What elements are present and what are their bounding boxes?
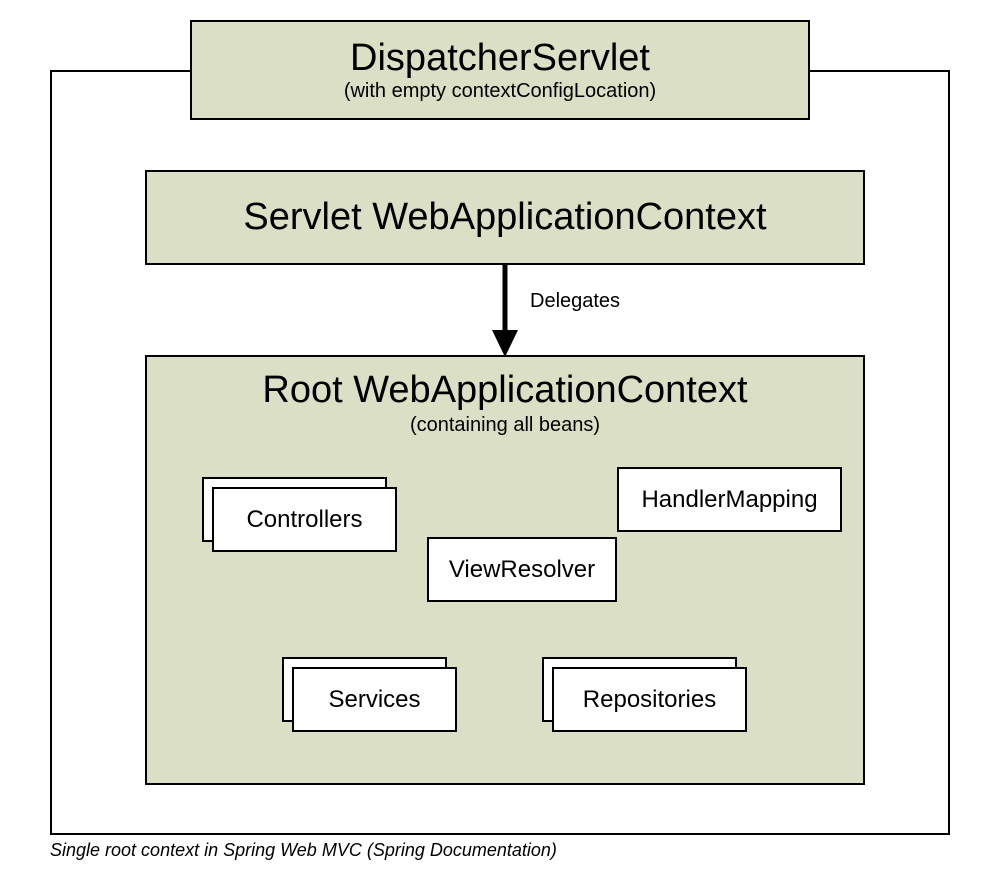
diagram-container: DispatcherServlet (with empty contextCon…	[50, 20, 950, 835]
root-context-box: Root WebApplicationContext (containing a…	[145, 355, 865, 785]
servlet-context-box: Servlet WebApplicationContext	[145, 170, 865, 265]
bean-card: ViewResolver	[427, 537, 617, 602]
bean-stack: Services	[282, 657, 457, 732]
bean-card: Services	[292, 667, 457, 732]
arrow-down-icon	[490, 265, 530, 360]
bean-card: Controllers	[212, 487, 397, 552]
root-context-title: Root WebApplicationContext	[147, 369, 863, 412]
bean-card: HandlerMapping	[617, 467, 842, 532]
servlet-context-title: Servlet WebApplicationContext	[243, 196, 766, 239]
bean-stack: Repositories	[542, 657, 747, 732]
dispatcher-subtitle: (with empty contextConfigLocation)	[344, 80, 656, 103]
root-context-subtitle: (containing all beans)	[147, 414, 863, 437]
bean-card: Repositories	[552, 667, 747, 732]
bean-stack: Controllers	[202, 477, 397, 552]
arrow-label: Delegates	[530, 290, 620, 313]
dispatcher-title: DispatcherServlet	[350, 37, 650, 80]
dispatcher-servlet-box: DispatcherServlet (with empty contextCon…	[190, 20, 810, 120]
diagram-caption: Single root context in Spring Web MVC (S…	[50, 840, 557, 861]
delegates-arrow: Delegates	[490, 265, 690, 355]
